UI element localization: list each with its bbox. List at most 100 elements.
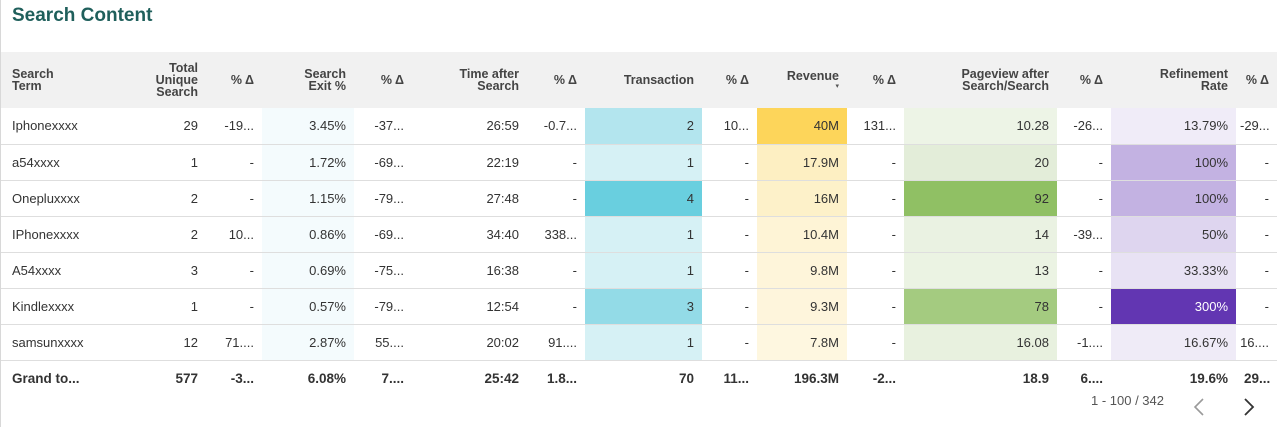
cell-ref: 50%: [1111, 216, 1236, 253]
cell-unique-delta: -19...: [206, 108, 262, 145]
total-cell-pv-delta: 6....: [1080, 370, 1103, 386]
column-header-ref[interactable]: Refinement Rate: [1111, 52, 1236, 108]
column-header-label: Rate: [1200, 79, 1228, 93]
cell-ref-delta: -: [1236, 180, 1277, 217]
column-header-label: % Δ: [380, 73, 404, 87]
column-header-pv[interactable]: Pageview after Search/Search: [904, 52, 1057, 108]
column-header-time[interactable]: Time after Search: [412, 52, 527, 108]
cell-term: A54xxxx: [1, 252, 121, 289]
cell-rev: 9.3M: [757, 288, 847, 325]
column-header-term[interactable]: Search Term: [1, 52, 121, 108]
column-header-label: Transaction: [623, 73, 694, 87]
column-header-pv_d[interactable]: % Δ: [1057, 52, 1111, 108]
cell-pv-delta: -: [1057, 180, 1111, 217]
chevron-left-icon[interactable]: [1193, 396, 1205, 418]
cell-exit-delta: -79...: [354, 288, 412, 325]
cell-pv: 13: [904, 252, 1057, 289]
total-cell-unique-delta: -3...: [230, 370, 254, 386]
cell-exit-delta: -69...: [354, 216, 412, 253]
cell-unique-delta: -: [206, 180, 262, 217]
total-cell-unique: 577: [175, 370, 198, 386]
cell-ref-delta: -: [1236, 252, 1277, 289]
cell-trans-delta: -: [702, 252, 757, 289]
total-cell-trans-delta: 11...: [723, 370, 749, 386]
cell-unique: 2: [121, 216, 206, 253]
cell-exit: 2.87%: [262, 324, 354, 361]
column-header-label: Revenue: [786, 68, 839, 83]
table-body: Iphonexxxx 29 -19... 3.45% -37... 26:59 -0.7..…: [1, 108, 1277, 361]
column-header-rev_d[interactable]: % Δ: [847, 52, 904, 108]
cell-rev: 9.8M: [757, 252, 847, 289]
cell-ref-delta: 16....: [1236, 324, 1277, 361]
table-row[interactable]: a54xxxx 1-1.72% -69... 22:19-1-17.9M -20-100…: [1, 144, 1277, 181]
cell-trans: 1: [585, 144, 702, 181]
cell-pv-delta: -39...: [1057, 216, 1111, 253]
cell-pv: 78: [904, 288, 1057, 325]
cell-exit: 0.69%: [262, 252, 354, 289]
column-header-trans[interactable]: Transaction: [585, 52, 702, 108]
column-header-rev[interactable]: Revenue ▾: [757, 52, 847, 108]
cell-pv-delta: -1....: [1057, 324, 1111, 361]
cell-unique: 12: [121, 324, 206, 361]
column-header-label: % Δ: [230, 73, 254, 87]
cell-ref: 33.33%: [1111, 252, 1236, 289]
column-header-ref_d[interactable]: % Δ: [1236, 52, 1277, 108]
column-header-label: Search: [12, 67, 54, 81]
cell-exit-delta: -37...: [354, 108, 412, 145]
table-row[interactable]: Onepluxxxx 2-1.15% -79... 27:48-4-16M -92-10…: [1, 180, 1277, 217]
column-header-label: Term: [12, 79, 42, 93]
cell-time-delta: -: [527, 144, 585, 181]
cell-term: Kindlexxxx: [1, 288, 121, 325]
cell-term: samsunxxxx: [1, 324, 121, 361]
cell-trans: 1: [585, 324, 702, 361]
cell-trans: 4: [585, 180, 702, 217]
cell-rev: 7.8M: [757, 324, 847, 361]
table-row[interactable]: A54xxxx 3-0.69% -75... 16:38-1-9.8M -13-33.3…: [1, 252, 1277, 289]
cell-pv: 20: [904, 144, 1057, 181]
column-header-label: Total: [169, 61, 198, 75]
cell-exit: 3.45%: [262, 108, 354, 145]
cell-term: IPhonexxxx: [1, 216, 121, 253]
total-cell-ref-delta: 29...: [1244, 370, 1271, 386]
cell-exit: 1.72%: [262, 144, 354, 181]
cell-term: Iphonexxxx: [1, 108, 121, 145]
column-header-time_d[interactable]: % Δ: [527, 52, 585, 108]
column-header-label: Time after: [459, 67, 519, 81]
cell-time: 34:40: [412, 216, 527, 253]
table-row[interactable]: Iphonexxxx 29 -19... 3.45% -37... 26:59 -0.7..…: [1, 108, 1277, 145]
cell-unique-delta: 10...: [206, 216, 262, 253]
column-header-unique[interactable]: Total Unique Search: [121, 52, 206, 108]
header-row: Search Term Total Unique Search% Δ Search Exit…: [1, 52, 1277, 108]
sort-desc-icon[interactable]: ▾: [835, 82, 839, 90]
cell-time: 20:02: [412, 324, 527, 361]
cell-rev: 16M: [757, 180, 847, 217]
cell-pv-delta: -26...: [1057, 108, 1111, 145]
table-row[interactable]: IPhonexxxx 2 10... 0.86% -69... 34:40 338... 1-…: [1, 216, 1277, 253]
cell-ref: 300%: [1111, 288, 1236, 325]
column-header-label: % Δ: [872, 73, 896, 87]
cell-time: 22:19: [412, 144, 527, 181]
cell-time-delta: -: [527, 180, 585, 217]
column-header-exit_d[interactable]: % Δ: [354, 52, 412, 108]
cell-pv: 10.28: [904, 108, 1057, 145]
table-row[interactable]: Kindlexxxx 1-0.57% -79... 12:54-3-9.3M -78-3…: [1, 288, 1277, 325]
cell-pv-delta: -: [1057, 252, 1111, 289]
total-cell-trans: 70: [678, 370, 694, 386]
cell-trans: 3: [585, 288, 702, 325]
chevron-right-icon[interactable]: [1243, 396, 1255, 418]
column-header-unique_d[interactable]: % Δ: [206, 52, 262, 108]
cell-rev-delta: -: [847, 324, 904, 361]
cell-unique: 29: [121, 108, 206, 145]
cell-unique-delta: -: [206, 288, 262, 325]
cell-time: 12:54: [412, 288, 527, 325]
column-header-exit[interactable]: Search Exit %: [262, 52, 354, 108]
table-row[interactable]: samsunxxxx 12 71.... 2.87% 55.... 20:02 91....…: [1, 324, 1277, 361]
total-cell-exit-delta: 7....: [381, 370, 404, 386]
column-header-trans_d[interactable]: % Δ: [702, 52, 757, 108]
cell-rev-delta: -: [847, 216, 904, 253]
cell-trans: 2: [585, 108, 702, 145]
column-header-label: Search: [477, 79, 519, 93]
total-cell-term: Grand to...: [12, 370, 80, 386]
cell-ref: 100%: [1111, 144, 1236, 181]
cell-exit-delta: -79...: [354, 180, 412, 217]
